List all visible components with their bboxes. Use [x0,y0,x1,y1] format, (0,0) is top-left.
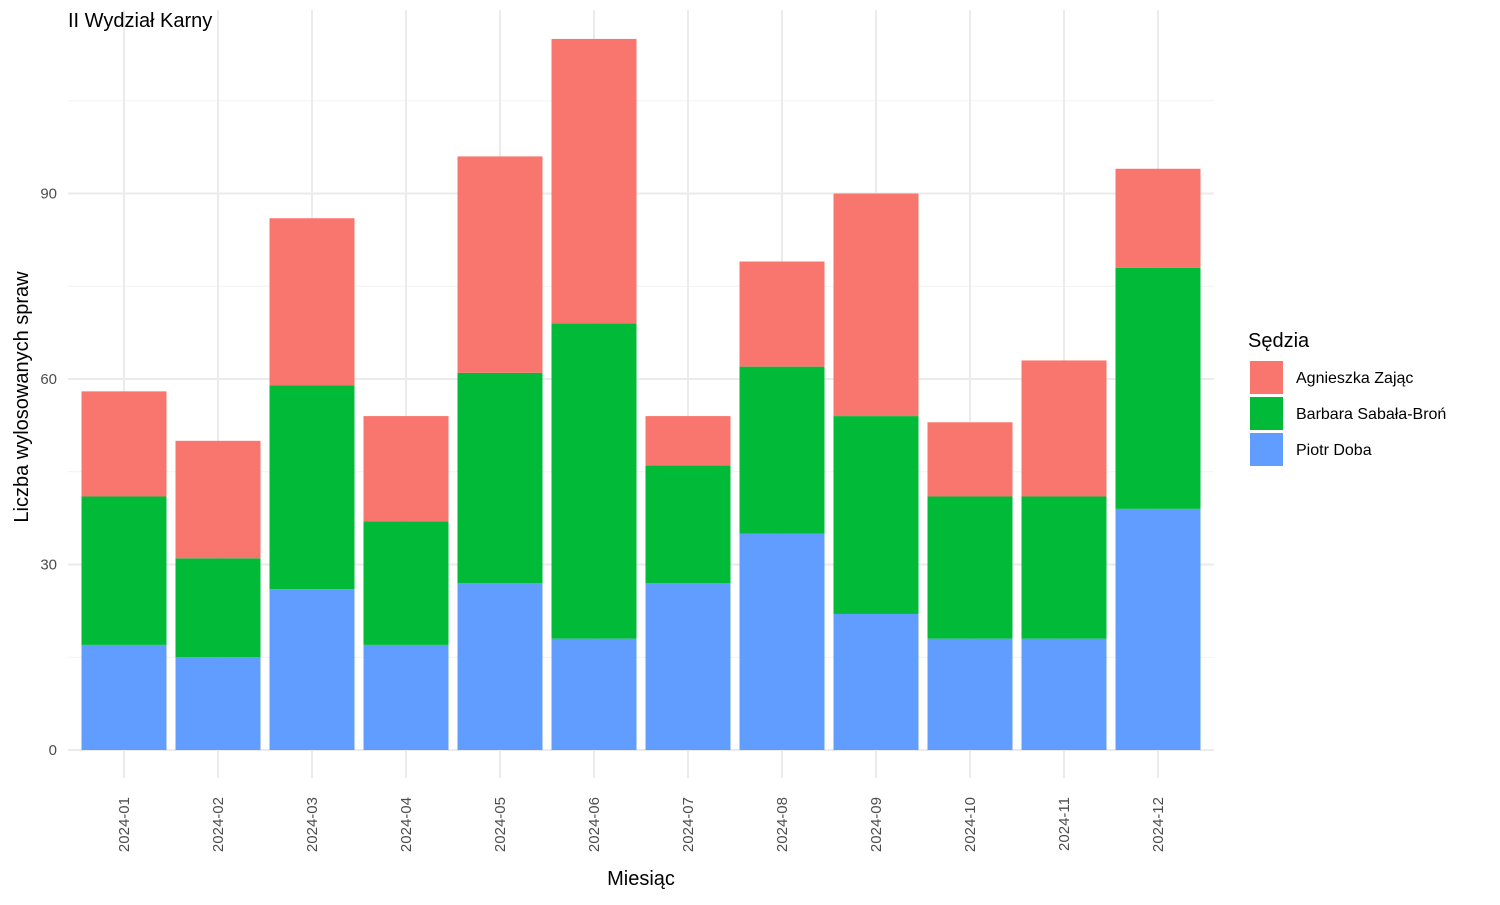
legend-label: Barbara Sabała-Broń [1296,406,1446,423]
x-tick-label: 2024-07 [680,797,697,852]
x-axis-label: Miesiąc [607,868,675,890]
x-tick-label: 2024-02 [210,797,227,852]
legend-swatch [1250,361,1283,394]
x-tick-label: 2024-11 [1056,797,1073,851]
y-tick-label: 0 [49,742,57,759]
bar-segment [1115,168,1201,268]
x-tick-label: 2024-04 [398,797,415,852]
bar-segment [363,521,449,645]
bar-segment [1021,638,1107,750]
bar-segment [175,440,261,559]
chart-title: II Wydział Karny [68,10,212,32]
bar-segment [81,644,167,750]
legend-swatch [1250,397,1283,430]
legend-label: Piotr Doba [1296,442,1372,459]
bar-segment [175,657,261,750]
bars [81,38,1201,750]
bar-segment [645,465,731,584]
bar-segment [1021,496,1107,639]
bar-segment [927,638,1013,750]
x-tick-label: 2024-12 [1150,797,1167,852]
x-tick-label: 2024-08 [774,797,791,852]
bar-segment [1115,267,1201,509]
bar-segment [551,638,637,750]
x-axis-ticks: 2024-01 2024-02 2024-03 2024-04 2024-05 2024-… [116,797,1167,852]
bar-segment [1115,508,1201,750]
legend-title: Sędzia [1248,330,1310,352]
y-tick-label: 90 [40,186,57,203]
bar-segment [833,193,919,417]
y-axis-ticks: 0 30 60 90 [40,186,57,759]
y-tick-label: 30 [40,557,57,574]
bar-segment [833,416,919,614]
bar-segment [269,218,355,386]
bar-segment [739,533,825,750]
x-tick-label: 2024-06 [586,797,603,852]
x-tick-label: 2024-03 [304,797,321,852]
bar-segment [551,38,637,324]
bar-segment [81,496,167,645]
x-tick-label: 2024-10 [962,797,979,852]
bar-segment [363,416,449,522]
x-tick-label: 2024-05 [492,797,509,852]
bar-segment [927,496,1013,639]
bar-segment [927,422,1013,497]
bar-segment [645,583,731,750]
bar-segment [457,372,543,584]
bar-segment [457,583,543,750]
bar-segment [363,644,449,750]
y-axis-label: Liczba wylosowanych spraw [11,271,33,523]
legend: Sędzia Agnieszka Zając Barbara Sabała-Bro… [1248,330,1446,466]
bar-segment [739,366,825,534]
bar-segment [551,323,637,639]
bar-segment [175,558,261,658]
bar-segment [739,261,825,367]
legend-swatch [1250,433,1283,466]
legend-label: Agnieszka Zając [1296,370,1413,387]
bar-segment [1021,360,1107,497]
y-tick-label: 60 [40,371,57,388]
bar-segment [81,391,167,497]
bar-segment [269,589,355,750]
bar-segment [269,385,355,590]
bar-segment [457,156,543,373]
x-tick-label: 2024-01 [116,797,133,852]
bar-segment [645,416,731,466]
x-tick-label: 2024-09 [868,797,885,852]
bar-segment [833,613,919,750]
